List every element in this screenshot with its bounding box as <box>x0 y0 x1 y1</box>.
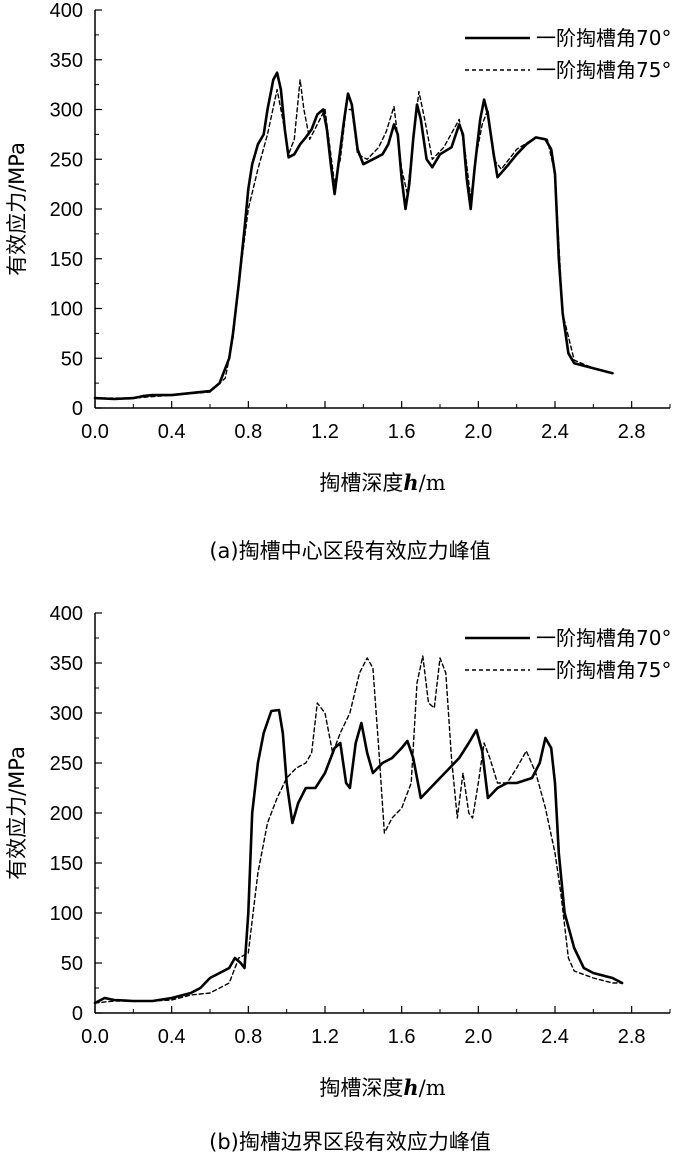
x-tick-label: 0.0 <box>81 421 109 443</box>
x-tick-label: 0.8 <box>234 421 262 443</box>
y-tick-label: 400 <box>50 603 83 625</box>
series-line-75deg <box>94 79 614 399</box>
y-tick-label: 50 <box>61 348 83 370</box>
y-tick-label: 350 <box>50 653 83 675</box>
legend-label: 一阶掏槽角70° <box>536 626 671 650</box>
y-tick-label: 250 <box>50 149 83 171</box>
x-axis-title: 掏槽深度h/m <box>319 470 445 495</box>
y-axis-title: 有效应力/MPa <box>5 142 29 276</box>
x-tick-label: 1.2 <box>311 421 339 443</box>
x-axis-title-main: 掏槽深度 <box>319 471 403 495</box>
x-tick-label: 0.4 <box>158 421 186 443</box>
legend-label: 一阶掏槽角75° <box>536 58 671 82</box>
chart-a: 0.0 0.4 0.8 1.2 1.6 2.0 2.4 2.8 0 50 100 150 200 250 3… <box>5 0 671 563</box>
y-tick-label: 150 <box>50 853 83 875</box>
chart-b: 0.0 0.4 0.8 1.2 1.6 2.0 2.4 2.8 0 50 100 150 200 250 3… <box>5 603 671 1154</box>
y-tick-label: 250 <box>50 753 83 775</box>
x-tick-label: 1.6 <box>388 1026 416 1048</box>
y-tick-label: 200 <box>50 199 83 221</box>
y-tick-label: 0 <box>72 398 83 420</box>
y-tick-label: 150 <box>50 249 83 271</box>
x-tick-label: 2.8 <box>618 1026 646 1048</box>
x-tick-label: 1.6 <box>388 421 416 443</box>
x-tick-label: 2.0 <box>464 421 492 443</box>
x-axis-title-main: 掏槽深度 <box>319 1076 403 1100</box>
x-axis-title-var: h <box>403 470 418 495</box>
x-tick-label: 2.4 <box>541 1026 569 1048</box>
x-tick-label: 2.4 <box>541 421 569 443</box>
y-tick-label: 400 <box>50 0 83 22</box>
figure-caption: (b)掏槽边界区段有效应力峰值 <box>209 1130 491 1154</box>
y-tick-label: 300 <box>50 100 83 122</box>
x-tick-label: 0.8 <box>234 1026 262 1048</box>
figure-caption: (a)掏槽中心区段有效应力峰值 <box>209 539 490 563</box>
y-tick-label: 200 <box>50 803 83 825</box>
y-tick-label: 100 <box>50 299 83 321</box>
x-tick-label: 2.8 <box>618 421 646 443</box>
x-axis-title: 掏槽深度h/m <box>319 1075 445 1100</box>
x-tick-label: 0.0 <box>81 1026 109 1048</box>
y-tick-label: 0 <box>72 1003 83 1025</box>
legend-label: 一阶掏槽角70° <box>536 26 671 50</box>
y-axis-title: 有效应力/MPa <box>5 746 29 880</box>
legend-label: 一阶掏槽角75° <box>536 658 671 682</box>
series-line-70deg <box>93 71 614 401</box>
x-axis-title-var: h <box>403 1075 418 1100</box>
x-tick-label: 2.0 <box>464 1026 492 1048</box>
y-tick-label: 300 <box>50 703 83 725</box>
x-axis-title-unit: /m <box>419 1076 446 1100</box>
y-tick-label: 350 <box>50 50 83 72</box>
x-axis-title-unit: /m <box>419 471 446 495</box>
y-tick-label: 50 <box>61 953 83 975</box>
x-tick-label: 0.4 <box>158 1026 186 1048</box>
series-line-75deg <box>94 655 623 1004</box>
y-tick-label: 100 <box>50 903 83 925</box>
x-tick-label: 1.2 <box>311 1026 339 1048</box>
series-line-70deg <box>93 708 624 1005</box>
